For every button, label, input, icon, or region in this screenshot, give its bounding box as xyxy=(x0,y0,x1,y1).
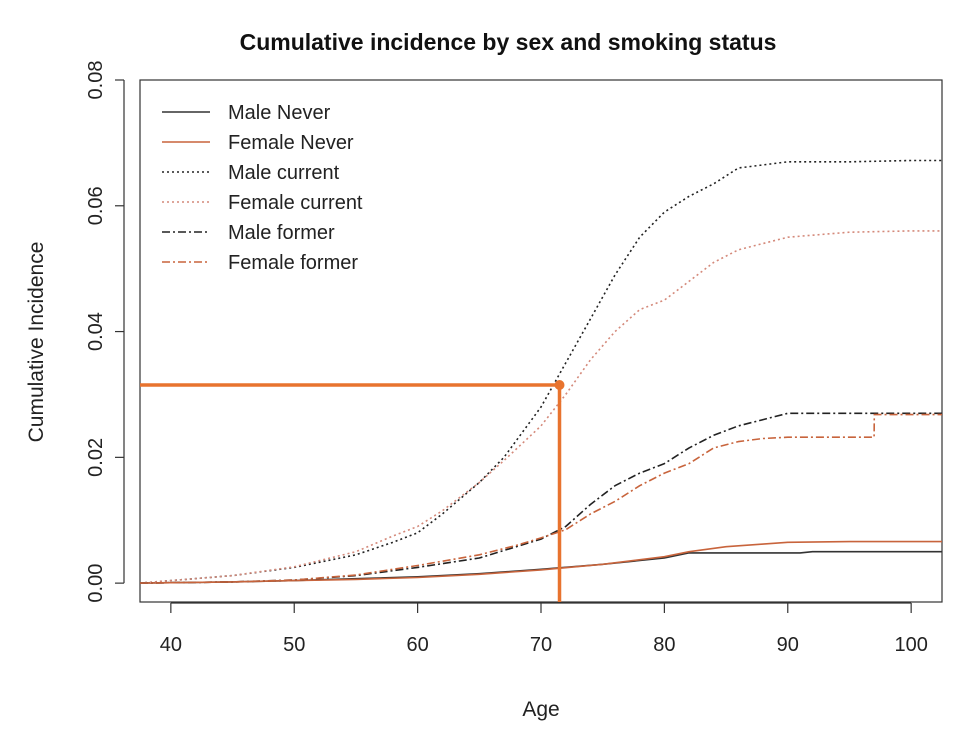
x-tick-label: 60 xyxy=(406,634,428,656)
y-tick-label: 0.00 xyxy=(85,564,107,603)
y-axis: 0.00 0.02 0.04 0.06 0.08 xyxy=(85,61,125,603)
x-tick-label: 40 xyxy=(160,634,182,656)
x-axis: 40 50 60 70 80 90 100 xyxy=(160,602,928,656)
y-axis-label: Cumulative Incidence xyxy=(25,242,48,443)
y-tick-label: 0.04 xyxy=(85,312,107,351)
x-tick-label: 100 xyxy=(894,634,927,656)
legend-label-male-current: Male current xyxy=(228,162,340,184)
x-tick-label: 90 xyxy=(777,634,799,656)
x-tick-label: 80 xyxy=(653,634,675,656)
plot-frame xyxy=(139,79,943,603)
series-line-female-current xyxy=(139,230,942,584)
legend-label-female-never: Female Never xyxy=(228,132,354,154)
series-line-male-current xyxy=(139,159,942,584)
legend-label-female-current: Female current xyxy=(228,192,363,214)
y-tick-label: 0.02 xyxy=(85,438,107,477)
legend: Male Never Female Never Male current Female… xyxy=(162,102,363,274)
y-tick-label: 0.08 xyxy=(85,61,107,100)
y-tick-label: 0.06 xyxy=(85,186,107,225)
chart-title: Cumulative incidence by sex and smoking … xyxy=(240,29,777,55)
legend-label-male-never: Male Never xyxy=(228,102,331,124)
highlight-point xyxy=(554,380,565,391)
legend-label-male-former: Male former xyxy=(228,222,335,244)
x-axis-label: Age xyxy=(522,698,559,721)
x-tick-label: 50 xyxy=(283,634,305,656)
annotation-layer xyxy=(140,380,565,602)
series-line-female-former xyxy=(139,413,942,584)
series-layer xyxy=(139,159,942,584)
x-tick-label: 70 xyxy=(530,634,552,656)
legend-label-female-former: Female former xyxy=(228,252,358,274)
series-line-male-former xyxy=(139,412,942,584)
series-line-male-never xyxy=(139,550,942,584)
series-line-female-never xyxy=(139,540,942,584)
